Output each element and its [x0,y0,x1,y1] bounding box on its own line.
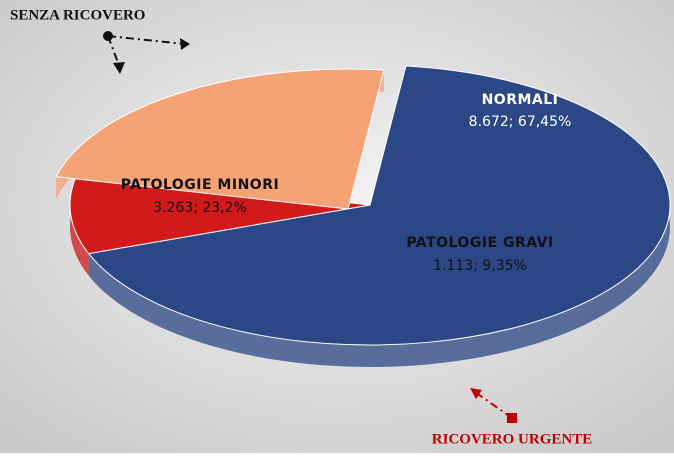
arrow-origin [507,413,517,423]
chart: SENZA RICOVERO RICOVERO URGENTE NORMALI 8… [0,0,674,453]
value-label: 3.263; 23,2% [153,200,247,216]
annotation: SENZA RICOVERO [10,7,145,23]
value-label: 1.113; 9,35% [433,258,527,274]
slice-label: PATOLOGIE GRAVI [406,235,553,251]
annotation: RICOVERO URGENTE [432,431,592,447]
slice-label: PATOLOGIE MINORI [121,177,279,193]
value-label: 8.672; 67,45% [469,114,572,130]
slice-label: NORMALI [482,92,559,108]
arrow-origin [103,31,113,41]
